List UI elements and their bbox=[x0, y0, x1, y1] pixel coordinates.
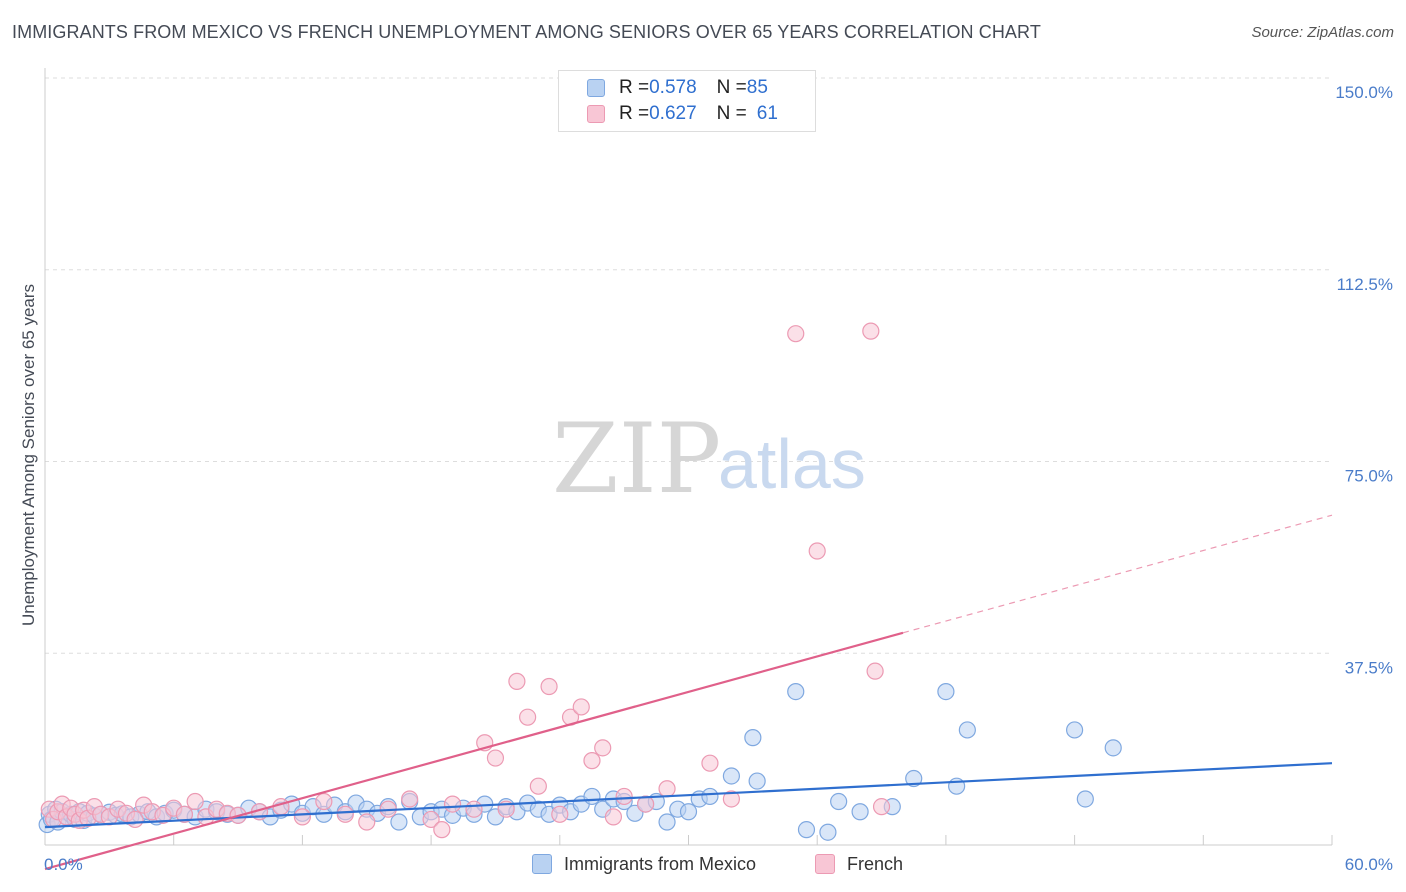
legend-r-label: R = bbox=[619, 77, 650, 98]
french-point bbox=[872, 798, 891, 816]
french-point bbox=[594, 739, 612, 757]
french-point bbox=[486, 749, 505, 767]
french-trend-line bbox=[44, 631, 904, 871]
mexico-point bbox=[958, 721, 976, 739]
french-point bbox=[862, 322, 880, 340]
legend-swatch-mexico bbox=[587, 79, 605, 97]
x-tick-label: 60.0% bbox=[1345, 855, 1393, 874]
mexico-trend-line bbox=[44, 762, 1333, 829]
bottom-legend-mexico: Immigrants from Mexico bbox=[532, 851, 756, 877]
mexico-point bbox=[937, 682, 955, 701]
french-point bbox=[293, 808, 311, 826]
data-points bbox=[38, 322, 1122, 841]
legend-n-label: N = bbox=[716, 103, 747, 124]
french-point bbox=[186, 792, 204, 811]
french-point bbox=[572, 698, 590, 716]
chart-title: IMMIGRANTS FROM MEXICO VS FRENCH UNEMPLO… bbox=[12, 22, 1041, 42]
y-tick-label: 37.5% bbox=[1345, 658, 1393, 677]
watermark: ZIP atlas bbox=[552, 403, 866, 515]
bottom-legend-swatch-mexico bbox=[532, 854, 552, 874]
french-point bbox=[808, 542, 826, 560]
mexico-point bbox=[744, 729, 762, 747]
axes bbox=[44, 68, 1333, 846]
mexico-point bbox=[830, 792, 848, 811]
french-point bbox=[615, 787, 633, 806]
mexico-point bbox=[905, 769, 923, 788]
legend-n-value: 61 bbox=[756, 103, 778, 124]
gridlines bbox=[45, 77, 1332, 654]
mexico-point bbox=[701, 787, 719, 806]
french-point bbox=[787, 325, 805, 343]
french-point bbox=[529, 777, 547, 795]
french-point bbox=[583, 752, 601, 770]
source-credit: Source: ZipAtlas.com bbox=[1251, 24, 1394, 41]
bottom-legend-label-french: French bbox=[847, 853, 904, 874]
mexico-point bbox=[658, 813, 676, 831]
bottom-legend-swatch-french bbox=[815, 854, 835, 874]
legend-r-value: 0.627 bbox=[649, 103, 697, 124]
french-point bbox=[465, 800, 483, 818]
bottom-legend-label-mexico: Immigrants from Mexico bbox=[564, 853, 757, 874]
mexico-point bbox=[679, 803, 698, 821]
french-point bbox=[519, 708, 537, 726]
french-point bbox=[658, 780, 676, 798]
french-point bbox=[866, 662, 884, 680]
mexico-point bbox=[819, 823, 837, 841]
legend: R = 0.578 N = 85 R = 0.627 N = 61 bbox=[558, 70, 816, 132]
french-point bbox=[336, 805, 354, 823]
french-point bbox=[422, 810, 440, 829]
legend-r-label: R = bbox=[619, 103, 650, 124]
mexico-point bbox=[390, 813, 408, 831]
y-tick-label: 112.5% bbox=[1337, 275, 1393, 294]
bottom-legend-french: French bbox=[815, 851, 903, 877]
legend-swatch-french bbox=[587, 105, 605, 123]
legend-row-mexico: R = 0.578 N = 85 bbox=[587, 76, 768, 100]
french-point bbox=[636, 795, 655, 813]
french-point bbox=[551, 805, 569, 823]
mexico-point bbox=[722, 767, 741, 785]
french-point bbox=[604, 808, 623, 826]
mexico-point bbox=[851, 803, 869, 821]
mexico-point bbox=[787, 682, 805, 701]
french-trend-extension bbox=[902, 514, 1333, 634]
tick-labels: 37.5% 75.0% 112.5% 150.0% 0.0% 60.0% bbox=[44, 83, 1393, 874]
legend-n-value: 85 bbox=[746, 77, 768, 98]
french-point bbox=[540, 677, 558, 696]
watermark-zip: ZIP bbox=[552, 403, 721, 515]
french-point bbox=[126, 810, 144, 829]
french-point bbox=[175, 805, 194, 823]
y-tick-label: 150.0% bbox=[1335, 83, 1393, 102]
trend-lines bbox=[44, 514, 1333, 871]
y-tick-label: 75.0% bbox=[1345, 467, 1393, 486]
french-point bbox=[315, 792, 333, 811]
mexico-point bbox=[1076, 790, 1094, 808]
french-point bbox=[722, 790, 741, 808]
mexico-point bbox=[1104, 739, 1122, 757]
mexico-point bbox=[797, 821, 816, 839]
x-tick-label: 0.0% bbox=[44, 855, 83, 874]
french-point bbox=[508, 672, 526, 690]
french-point bbox=[443, 795, 462, 813]
french-point bbox=[358, 813, 376, 831]
mexico-point bbox=[583, 787, 601, 806]
legend-row-french: R = 0.627 N = 61 bbox=[587, 102, 778, 126]
mexico-point bbox=[748, 772, 766, 790]
french-point bbox=[401, 790, 419, 808]
french-point bbox=[433, 821, 451, 839]
watermark-atlas: atlas bbox=[718, 425, 866, 503]
legend-n-label: N = bbox=[716, 77, 747, 98]
french-point bbox=[701, 754, 719, 772]
y-axis-label: Unemployment Among Seniors over 65 years bbox=[19, 284, 38, 626]
mexico-point bbox=[1065, 721, 1084, 739]
legend-r-value: 0.578 bbox=[649, 77, 697, 98]
